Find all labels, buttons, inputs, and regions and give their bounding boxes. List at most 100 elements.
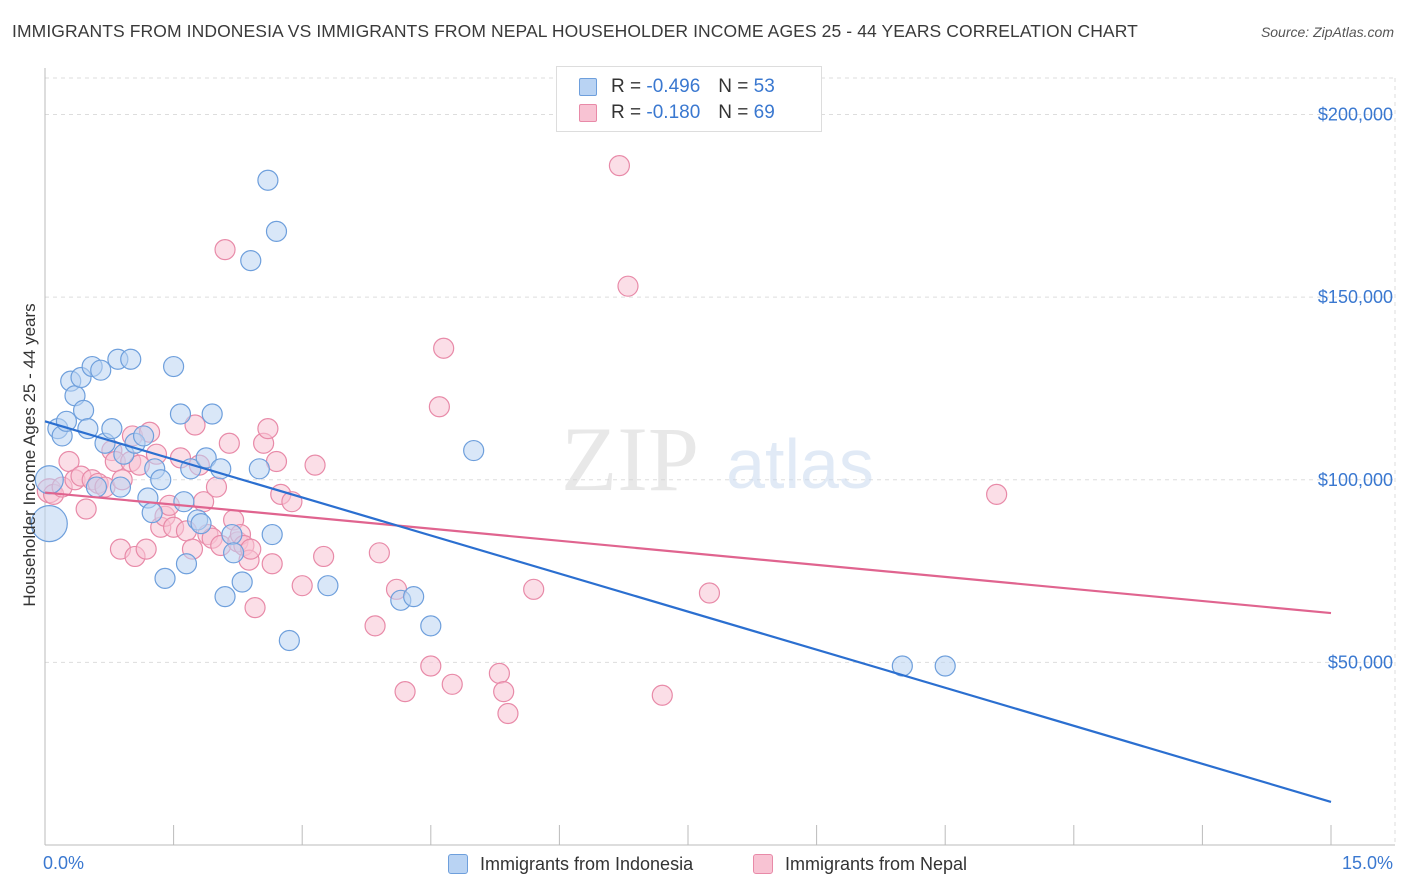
nepal-point: [608, 155, 631, 177]
nepal-point: [214, 239, 236, 261]
indonesia-point: [240, 250, 262, 272]
indonesia-point: [120, 348, 142, 370]
legend-label-nepal: Immigrants from Nepal: [785, 853, 968, 874]
indonesia-point: [223, 542, 245, 564]
nepal-point: [257, 418, 279, 440]
indonesia-point: [169, 403, 192, 425]
indonesia-point: [934, 655, 956, 677]
trend-lines: [44, 420, 1332, 803]
indonesia-points: [30, 169, 956, 677]
r-value-nepal: -0.180: [646, 102, 701, 123]
watermark-zip: ZIP: [561, 408, 699, 510]
x-tick-label: 0.0%: [43, 853, 84, 873]
nepal-point: [986, 483, 1008, 505]
nepal-point: [368, 542, 390, 564]
nepal-point: [420, 655, 442, 677]
n-value-indonesia: 53: [753, 76, 775, 97]
nepal-point: [205, 476, 228, 498]
indonesia-point: [132, 425, 155, 447]
source-label: Source: ZipAtlas.com: [1260, 24, 1394, 40]
indonesia-point: [420, 615, 442, 637]
nepal-point: [364, 615, 386, 637]
nepal-point: [493, 680, 515, 703]
indonesia-trend-line: [44, 420, 1332, 803]
indonesia-point: [231, 571, 253, 593]
n-value-nepal: 69: [753, 102, 775, 123]
n-label: N =: [718, 76, 749, 97]
legend-item-indonesia[interactable]: Immigrants from Indonesia: [448, 851, 693, 877]
nepal-point: [523, 578, 545, 600]
y-axis-label: Householder Income Ages 25 - 44 years: [20, 303, 39, 606]
indonesia-point: [190, 512, 212, 535]
nepal-trend-line: [44, 491, 1332, 615]
indonesia-point: [463, 439, 485, 462]
nepal-swatch: [579, 104, 597, 122]
indonesia-point: [34, 465, 64, 495]
n-label: N =: [718, 102, 749, 123]
nepal-point: [617, 275, 639, 297]
nepal-point: [291, 575, 313, 597]
nepal-point: [497, 702, 519, 725]
x-tick-label: 15.0%: [1342, 853, 1393, 873]
tick-labels: $50,000 $100,000 $150,000 $200,000 0.0% 15.0%: [43, 105, 1393, 873]
nepal-point: [394, 680, 416, 703]
nepal-point: [698, 582, 721, 604]
indonesia-point: [248, 458, 270, 480]
indonesia-point: [214, 586, 236, 608]
legend-item-nepal[interactable]: Immigrants from Nepal: [753, 851, 967, 877]
r-value-indonesia: -0.496: [646, 76, 701, 97]
legend-swatch-nepal: [753, 854, 773, 874]
indonesia-point: [278, 629, 300, 652]
watermark-atlas: atlas: [726, 425, 874, 503]
nepal-point: [135, 538, 157, 560]
nepal-point: [261, 553, 283, 575]
y-tick-label: $100,000: [1318, 470, 1393, 490]
stats-legend-row-indonesia: R = -0.496 N = 53: [579, 76, 775, 98]
indonesia-point: [85, 476, 108, 498]
indonesia-point: [101, 418, 123, 440]
indonesia-point: [257, 169, 279, 191]
indonesia-point: [72, 399, 95, 421]
indonesia-point: [195, 447, 217, 469]
indonesia-swatch: [579, 78, 597, 96]
nepal-point: [428, 396, 450, 418]
nepal-point: [304, 454, 326, 476]
watermark: ZIP atlas: [561, 408, 874, 510]
nepal-point: [441, 673, 463, 695]
legend-swatch-indonesia: [448, 854, 468, 874]
indonesia-point: [261, 523, 283, 546]
nepal-point: [488, 662, 510, 684]
nepal-point: [75, 498, 97, 520]
nepal-point: [313, 545, 335, 568]
indonesia-point: [201, 403, 223, 425]
r-label: R =: [611, 102, 642, 123]
nepal-point: [218, 432, 240, 454]
indonesia-point: [173, 491, 195, 513]
indonesia-point: [403, 586, 425, 608]
r-label: R =: [611, 76, 642, 97]
nepal-point: [244, 596, 266, 619]
indonesia-point: [150, 469, 172, 491]
legend-label-indonesia: Immigrants from Indonesia: [480, 853, 694, 874]
y-tick-label: $150,000: [1318, 287, 1393, 307]
chart-title: IMMIGRANTS FROM INDONESIA VS IMMIGRANTS …: [12, 21, 1138, 41]
indonesia-point: [154, 567, 176, 589]
nepal-point: [184, 414, 206, 436]
axes: [44, 68, 1395, 846]
indonesia-point: [90, 359, 112, 381]
indonesia-point: [175, 553, 198, 575]
nepal-point: [433, 337, 455, 359]
stats-legend-row-nepal: R = -0.180 N = 69: [579, 102, 775, 124]
indonesia-point: [141, 502, 163, 524]
indonesia-point: [30, 504, 68, 543]
indonesia-point: [221, 523, 243, 546]
indonesia-point: [109, 476, 132, 498]
grid-lines: [45, 77, 1396, 845]
indonesia-point: [265, 220, 288, 242]
indonesia-point: [163, 355, 185, 378]
indonesia-point: [317, 575, 339, 597]
nepal-point: [651, 684, 673, 706]
y-tick-label: $200,000: [1318, 105, 1393, 125]
nepal-point: [240, 538, 262, 560]
